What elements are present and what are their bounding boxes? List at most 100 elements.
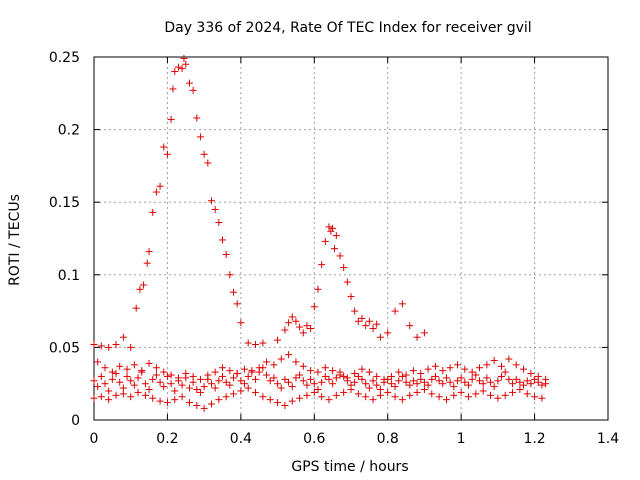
data-point	[101, 364, 109, 372]
data-point	[431, 362, 439, 370]
data-point	[270, 361, 278, 369]
data-point	[141, 380, 149, 388]
data-point	[395, 377, 403, 385]
data-point	[354, 372, 362, 380]
data-point	[127, 393, 135, 401]
data-point	[178, 65, 186, 73]
data-point	[171, 68, 179, 76]
data-point	[94, 383, 102, 391]
data-point	[439, 380, 447, 388]
data-point	[479, 387, 487, 395]
data-point	[288, 383, 296, 391]
data-points	[90, 54, 550, 412]
data-point	[446, 378, 454, 386]
data-point	[307, 375, 315, 383]
data-point	[442, 374, 450, 382]
data-point	[285, 319, 293, 327]
data-point	[263, 371, 271, 379]
data-point	[450, 391, 458, 399]
data-point	[498, 362, 506, 370]
data-point	[343, 374, 351, 382]
data-point	[182, 370, 190, 378]
data-point	[332, 374, 340, 382]
data-point	[233, 370, 241, 378]
data-point	[406, 381, 414, 389]
data-point	[130, 381, 138, 389]
x-axis-label: GPS time / hours	[291, 459, 408, 475]
data-point	[274, 336, 282, 344]
data-point	[406, 391, 414, 399]
data-point	[174, 374, 182, 382]
data-point	[314, 285, 322, 293]
data-point	[538, 381, 546, 389]
data-point	[351, 378, 359, 386]
axis-ticks: 0 0.2 0.4 0.6 0.8 1 1.2 1.4 0 0.05 0.1 0.15 0.2 0.25	[49, 50, 619, 447]
data-point	[542, 375, 550, 383]
data-point	[149, 375, 157, 383]
data-point	[417, 370, 425, 378]
data-point	[402, 378, 410, 386]
data-point	[391, 393, 399, 401]
data-point	[105, 387, 113, 395]
data-point	[259, 339, 267, 347]
data-point	[244, 372, 252, 380]
y-tick-label: 0.1	[58, 268, 80, 284]
data-point	[483, 374, 491, 382]
data-point	[534, 372, 542, 380]
data-point	[211, 368, 219, 376]
data-point	[398, 300, 406, 308]
data-point	[178, 393, 186, 401]
data-point	[318, 378, 326, 386]
data-point	[215, 396, 223, 404]
data-point	[351, 307, 359, 315]
data-point	[182, 60, 190, 68]
data-point	[494, 394, 502, 402]
data-point	[303, 391, 311, 399]
data-point	[387, 380, 395, 388]
data-point	[193, 114, 201, 122]
data-point	[487, 391, 495, 399]
data-point	[241, 365, 249, 373]
data-point	[169, 85, 177, 93]
data-point	[123, 372, 131, 380]
data-point	[424, 365, 432, 373]
data-point	[259, 393, 267, 401]
data-point	[141, 391, 149, 399]
data-point	[112, 340, 120, 348]
data-point	[509, 380, 517, 388]
data-point	[132, 304, 140, 312]
data-point	[420, 386, 428, 394]
data-point	[167, 115, 175, 123]
data-point	[490, 383, 498, 391]
data-point	[108, 368, 116, 376]
data-point	[420, 378, 428, 386]
data-point	[362, 380, 370, 388]
data-point	[376, 391, 384, 399]
data-point	[310, 388, 318, 396]
data-point	[248, 368, 256, 376]
data-point	[325, 396, 333, 404]
data-point	[409, 377, 417, 385]
data-point	[255, 364, 263, 372]
data-point	[296, 323, 304, 331]
data-point	[501, 391, 509, 399]
data-point	[347, 293, 355, 301]
data-point	[321, 372, 329, 380]
data-point	[105, 396, 113, 404]
data-point	[299, 362, 307, 370]
data-point	[127, 343, 135, 351]
data-point	[90, 340, 98, 348]
data-point	[358, 375, 366, 383]
data-point	[119, 390, 127, 398]
data-point	[237, 387, 245, 395]
data-point	[380, 375, 388, 383]
data-point	[296, 371, 304, 379]
data-point	[413, 333, 421, 341]
data-point	[321, 364, 329, 372]
data-point	[453, 361, 461, 369]
data-point	[487, 378, 495, 386]
data-point	[108, 375, 116, 383]
data-point	[285, 351, 293, 359]
data-point	[274, 399, 282, 407]
data-point	[116, 362, 124, 370]
